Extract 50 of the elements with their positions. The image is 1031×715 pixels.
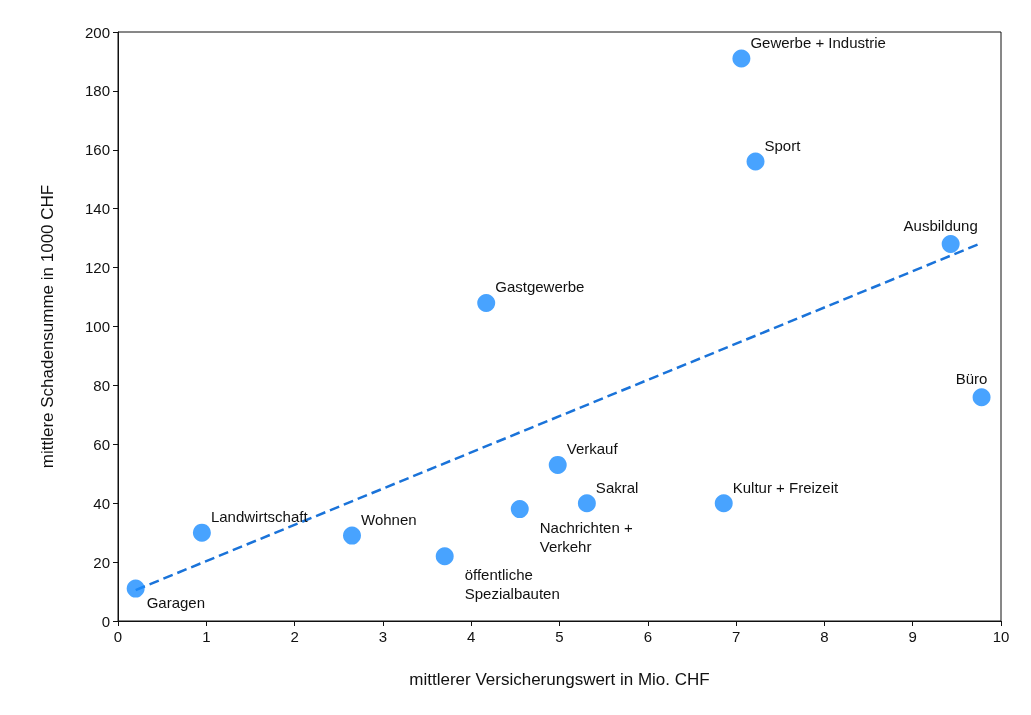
x-tick-label: 0 (113, 628, 123, 645)
x-tick-label: 7 (731, 628, 741, 645)
y-tick-label: 0 (101, 612, 110, 630)
point (510, 500, 529, 519)
x-tick-label: 6 (643, 628, 652, 645)
y-tick-label: 160 (84, 141, 110, 159)
point (941, 235, 960, 254)
point (343, 526, 361, 545)
annotation: Wohnen (360, 511, 417, 529)
y-tick-label: 120 (84, 259, 110, 277)
x-tick-label: 3 (378, 628, 388, 645)
point (435, 547, 454, 566)
annotation: Gewerbe + Industrie (750, 34, 886, 52)
x-tick-label: 10 (992, 628, 1010, 645)
annotation: Ausbildung (903, 217, 978, 235)
y-tick-label: 80 (93, 376, 110, 394)
annotation: Landwirtschaft (210, 508, 309, 526)
x-tick-label: 2 (290, 628, 299, 645)
point (714, 494, 733, 513)
annotation: Nachrichten + Verkehr (539, 519, 633, 556)
y-tick-label: 60 (93, 435, 110, 453)
x-tick-label: 9 (908, 628, 917, 645)
y-tick-label: 140 (84, 200, 110, 218)
point (732, 49, 751, 68)
point (548, 455, 567, 474)
annotation: Sport (764, 137, 802, 155)
point (126, 579, 145, 598)
y-tick-label: 20 (93, 553, 110, 571)
annotation: Gastgewerbe (495, 278, 585, 296)
annotation: Büro (955, 370, 988, 388)
annotation: Verkauf (566, 440, 619, 458)
y-tick-label: 200 (84, 23, 110, 41)
y-tick-label: 40 (93, 494, 110, 512)
x-tick-label: 1 (202, 628, 211, 645)
annotation: Garagen (146, 594, 206, 612)
x-tick-label: 4 (467, 628, 476, 645)
x-axis-title: mittlerer Versicherungswert in Mio. CHF (409, 670, 710, 689)
x-tick-label: 8 (820, 628, 829, 645)
y-tick-label: 100 (84, 318, 110, 335)
point (972, 388, 991, 407)
x-tick-label: 5 (555, 628, 564, 645)
point (577, 494, 596, 513)
point (192, 523, 211, 542)
point (746, 152, 765, 171)
y-axis-title: mittlere Schadensumme in 1000 CHF (38, 184, 57, 469)
annotation: Kultur + Freizeit (732, 478, 840, 496)
annotation: öffentliche Spezialbauten (464, 566, 560, 603)
point (477, 293, 496, 312)
y-tick-label: 180 (84, 82, 110, 100)
annotation: Sakral (595, 478, 639, 496)
